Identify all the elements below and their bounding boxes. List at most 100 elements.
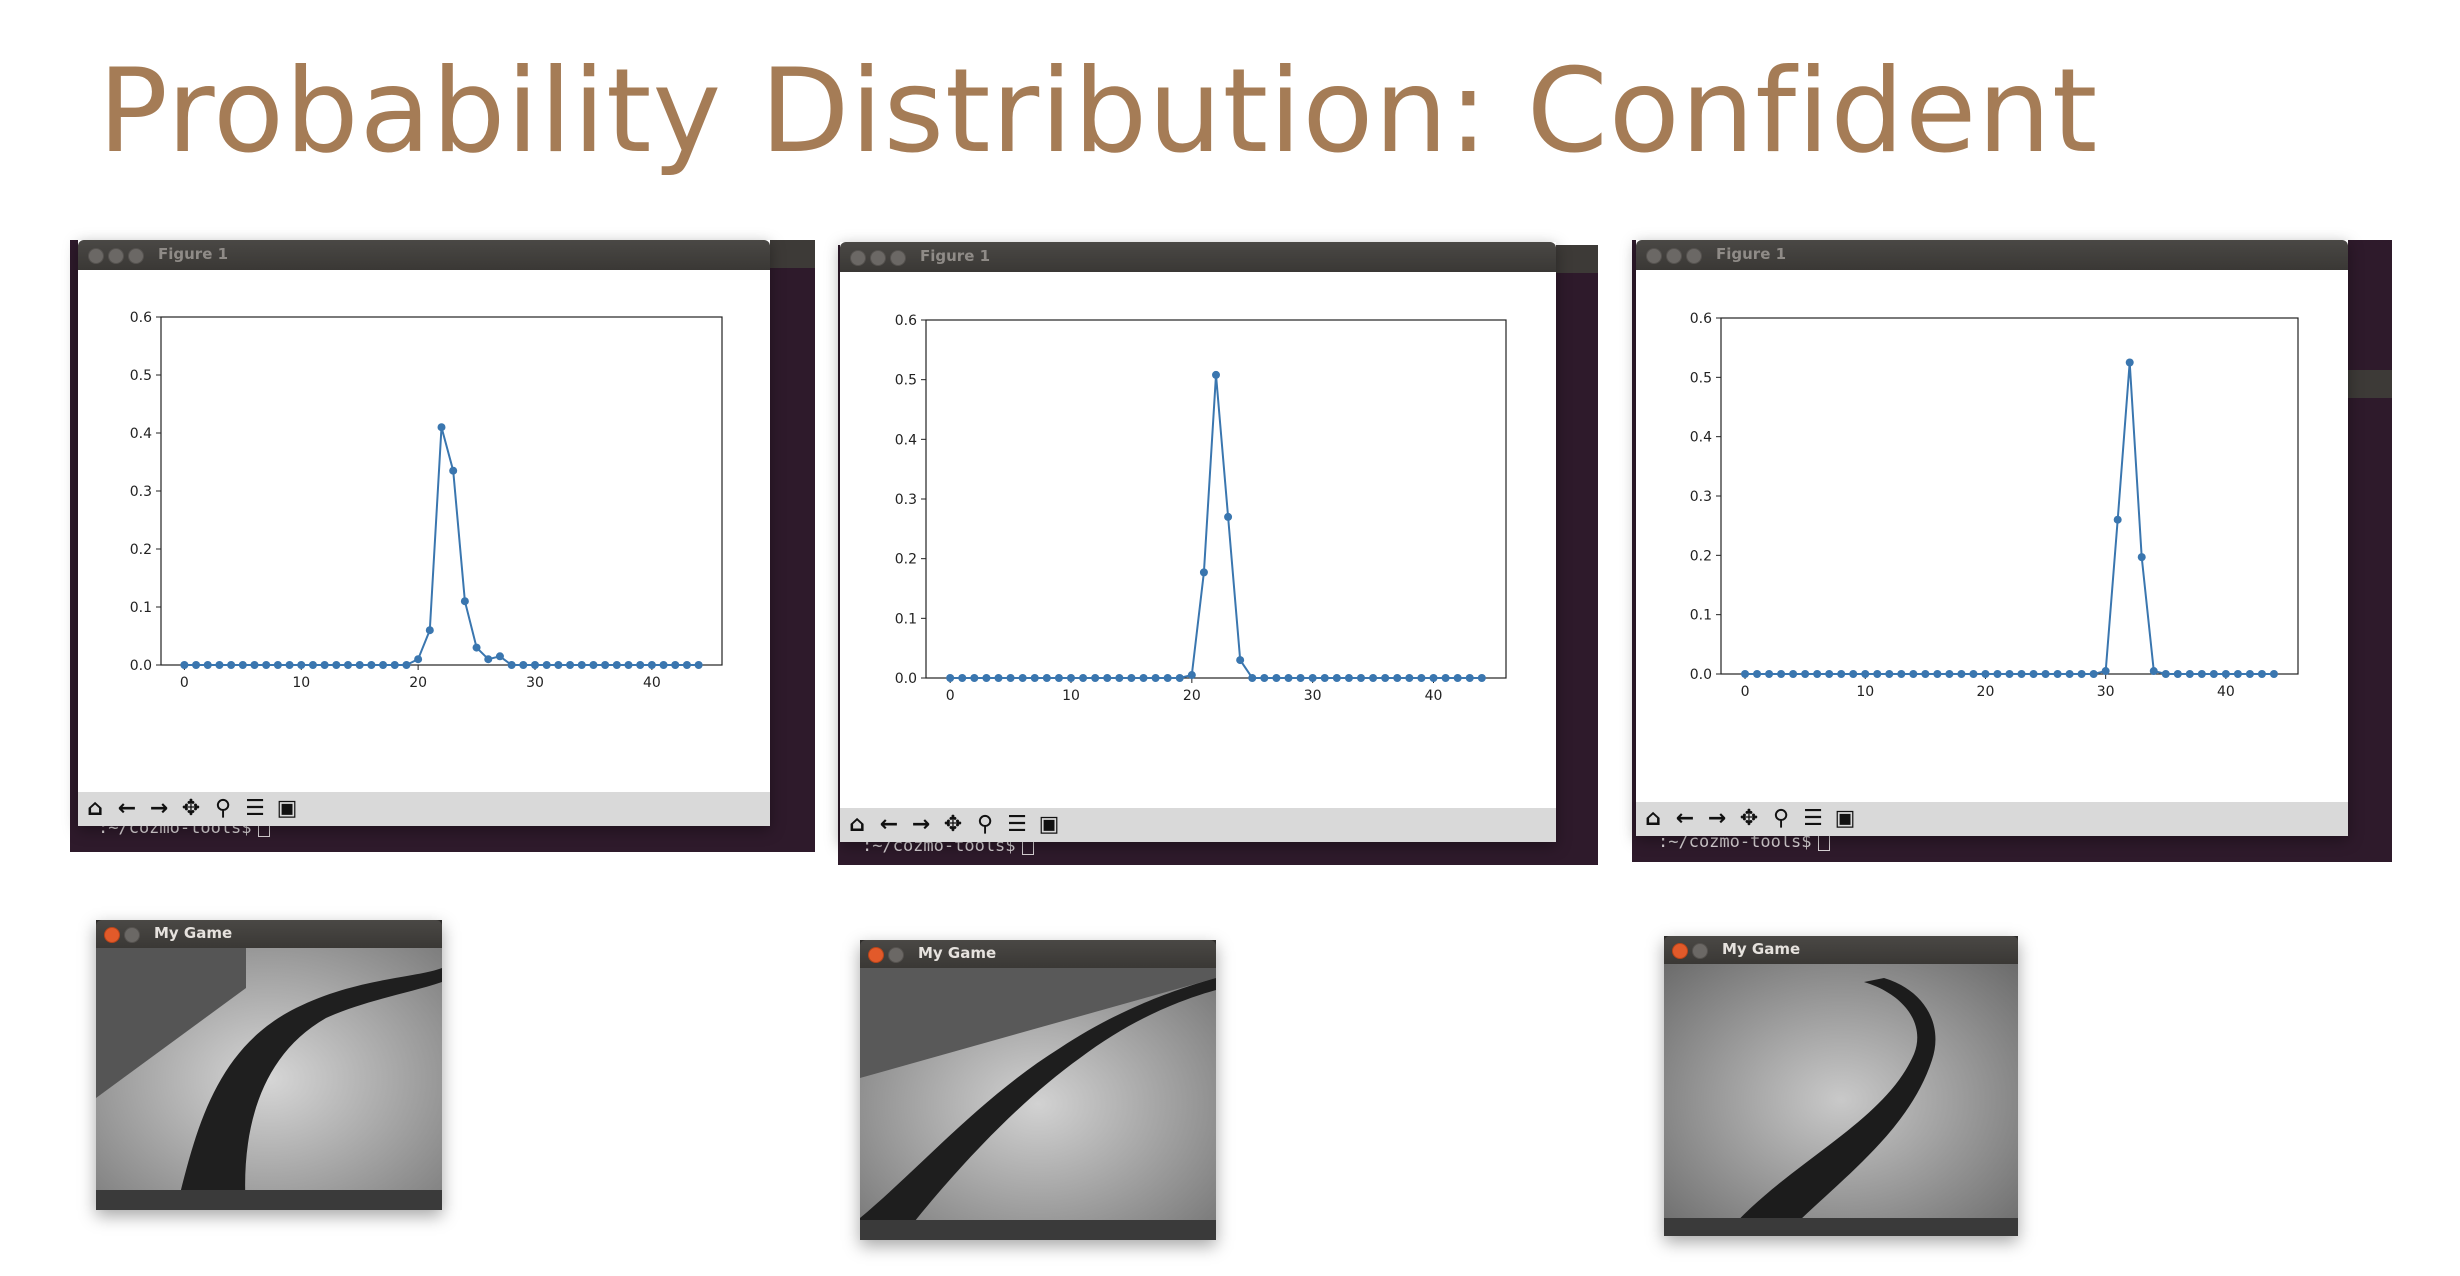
camera-view: [1664, 964, 2018, 1236]
close-icon[interactable]: [868, 947, 884, 963]
game-title: My Game: [154, 924, 233, 942]
data-point: [2149, 667, 2158, 676]
maximize-icon[interactable]: [1686, 248, 1702, 264]
data-point: [1933, 670, 1942, 678]
data-point: [1199, 568, 1208, 577]
maximize-icon[interactable]: [890, 250, 906, 266]
pan-icon[interactable]: ✥: [181, 796, 201, 821]
forward-arrow-icon[interactable]: →: [149, 796, 169, 821]
data-point: [484, 655, 493, 664]
x-tick-label: 20: [1977, 684, 1995, 700]
configure-icon[interactable]: ☰: [1803, 806, 1823, 831]
data-point: [542, 661, 551, 669]
data-point: [1212, 370, 1220, 379]
data-point: [1741, 670, 1750, 678]
back-arrow-icon[interactable]: ←: [1675, 806, 1695, 831]
figure-window[interactable]: Figure 1 0.0 0.1 0.2 0.3 0.4 0.5 0.6 0 10 20 30 40 …: [78, 240, 770, 826]
terminal-titlebar[interactable]: [2342, 370, 2392, 398]
minimize-icon[interactable]: [108, 248, 124, 264]
data-point: [507, 661, 516, 669]
close-icon[interactable]: [1672, 943, 1688, 959]
close-icon[interactable]: [104, 927, 120, 943]
minimize-icon[interactable]: [124, 927, 140, 943]
game-titlebar[interactable]: My Game: [96, 920, 442, 948]
pan-icon[interactable]: ✥: [943, 812, 963, 837]
data-point: [1417, 674, 1426, 682]
panel-1: :~/cozmo-tools$ Figure 1 0.0 0.1 0.2 0.3 0.4…: [70, 240, 830, 1210]
camera-view: [96, 948, 442, 1210]
matplotlib-toolbar: ⌂ ← → ✥ ⚲ ☰ ▣: [78, 792, 770, 826]
data-point: [1753, 670, 1762, 678]
minimize-icon[interactable]: [870, 250, 886, 266]
figure-titlebar[interactable]: Figure 1: [78, 240, 770, 270]
minimize-icon[interactable]: [888, 947, 904, 963]
data-point: [1813, 670, 1822, 678]
data-point: [647, 661, 656, 669]
forward-arrow-icon[interactable]: →: [1707, 806, 1727, 831]
x-tick-label: 20: [1183, 688, 1201, 704]
zoom-icon[interactable]: ⚲: [976, 812, 994, 837]
minimize-icon[interactable]: [1692, 943, 1708, 959]
close-icon[interactable]: [88, 248, 104, 264]
data-point: [1777, 670, 1786, 678]
data-point: [1897, 670, 1906, 678]
zoom-icon[interactable]: ⚲: [214, 796, 232, 821]
data-point: [2017, 670, 2026, 678]
data-point: [1175, 674, 1184, 682]
data-point: [227, 661, 236, 669]
data-point: [2245, 670, 2254, 678]
zoom-icon[interactable]: ⚲: [1772, 806, 1790, 831]
game-titlebar[interactable]: My Game: [860, 940, 1216, 968]
camera-view: [860, 968, 1216, 1240]
y-tick-label: 0.0: [895, 671, 917, 687]
x-tick-label: 30: [526, 675, 544, 691]
back-arrow-icon[interactable]: ←: [117, 796, 137, 821]
data-point: [1236, 656, 1245, 665]
close-icon[interactable]: [850, 250, 866, 266]
forward-arrow-icon[interactable]: →: [911, 812, 931, 837]
back-arrow-icon[interactable]: ←: [879, 812, 899, 837]
y-tick-label: 0.3: [1690, 489, 1712, 505]
figure-window[interactable]: Figure 1 0.0 0.1 0.2 0.3 0.4 0.5 0.6 0 10 20 30 40 …: [1636, 240, 2348, 836]
save-icon[interactable]: ▣: [1038, 812, 1060, 837]
game-window[interactable]: My Game: [1664, 936, 2018, 1236]
pan-icon[interactable]: ✥: [1739, 806, 1759, 831]
home-icon[interactable]: ⌂: [1645, 806, 1661, 831]
figure-titlebar[interactable]: Figure 1: [840, 242, 1556, 272]
data-point: [308, 661, 317, 669]
figure-window[interactable]: Figure 1 0.0 0.1 0.2 0.3 0.4 0.5 0.6 0 10 20 30 40 …: [840, 242, 1556, 842]
save-icon[interactable]: ▣: [276, 796, 298, 821]
configure-icon[interactable]: ☰: [1007, 812, 1027, 837]
data-point: [2197, 670, 2206, 678]
y-tick-label: 0.6: [1690, 311, 1712, 327]
data-point: [671, 661, 680, 669]
game-window[interactable]: My Game: [96, 920, 442, 1210]
data-point: [2185, 670, 2194, 678]
data-point: [554, 661, 563, 669]
save-icon[interactable]: ▣: [1834, 806, 1856, 831]
home-icon[interactable]: ⌂: [849, 812, 865, 837]
y-tick-label: 0.1: [1690, 608, 1712, 624]
figure-titlebar[interactable]: Figure 1: [1636, 240, 2348, 270]
minimize-icon[interactable]: [1666, 248, 1682, 264]
game-titlebar[interactable]: My Game: [1664, 936, 2018, 964]
data-point: [1885, 670, 1894, 678]
data-point: [659, 661, 668, 669]
data-point: [1381, 674, 1390, 682]
data-point: [1453, 674, 1462, 682]
maximize-icon[interactable]: [128, 248, 144, 264]
home-icon[interactable]: ⌂: [87, 796, 103, 821]
configure-icon[interactable]: ☰: [245, 796, 265, 821]
game-window[interactable]: My Game: [860, 940, 1216, 1240]
y-tick-label: 0.5: [1690, 370, 1712, 386]
figure-title: Figure 1: [158, 245, 229, 263]
data-point: [1789, 670, 1798, 678]
data-point: [1477, 674, 1486, 682]
data-point: [1224, 512, 1233, 521]
probability-chart: 0.0 0.1 0.2 0.3 0.4 0.5 0.6 0 10 20 30 40: [895, 313, 1507, 704]
data-point: [1163, 674, 1172, 682]
data-point: [1873, 670, 1882, 678]
panel-3: :~/cozmo-tools$ Figure 1 0.0 0.1 0.2 0.3 0.4…: [1626, 240, 2406, 1240]
close-icon[interactable]: [1646, 248, 1662, 264]
data-point: [982, 674, 991, 682]
